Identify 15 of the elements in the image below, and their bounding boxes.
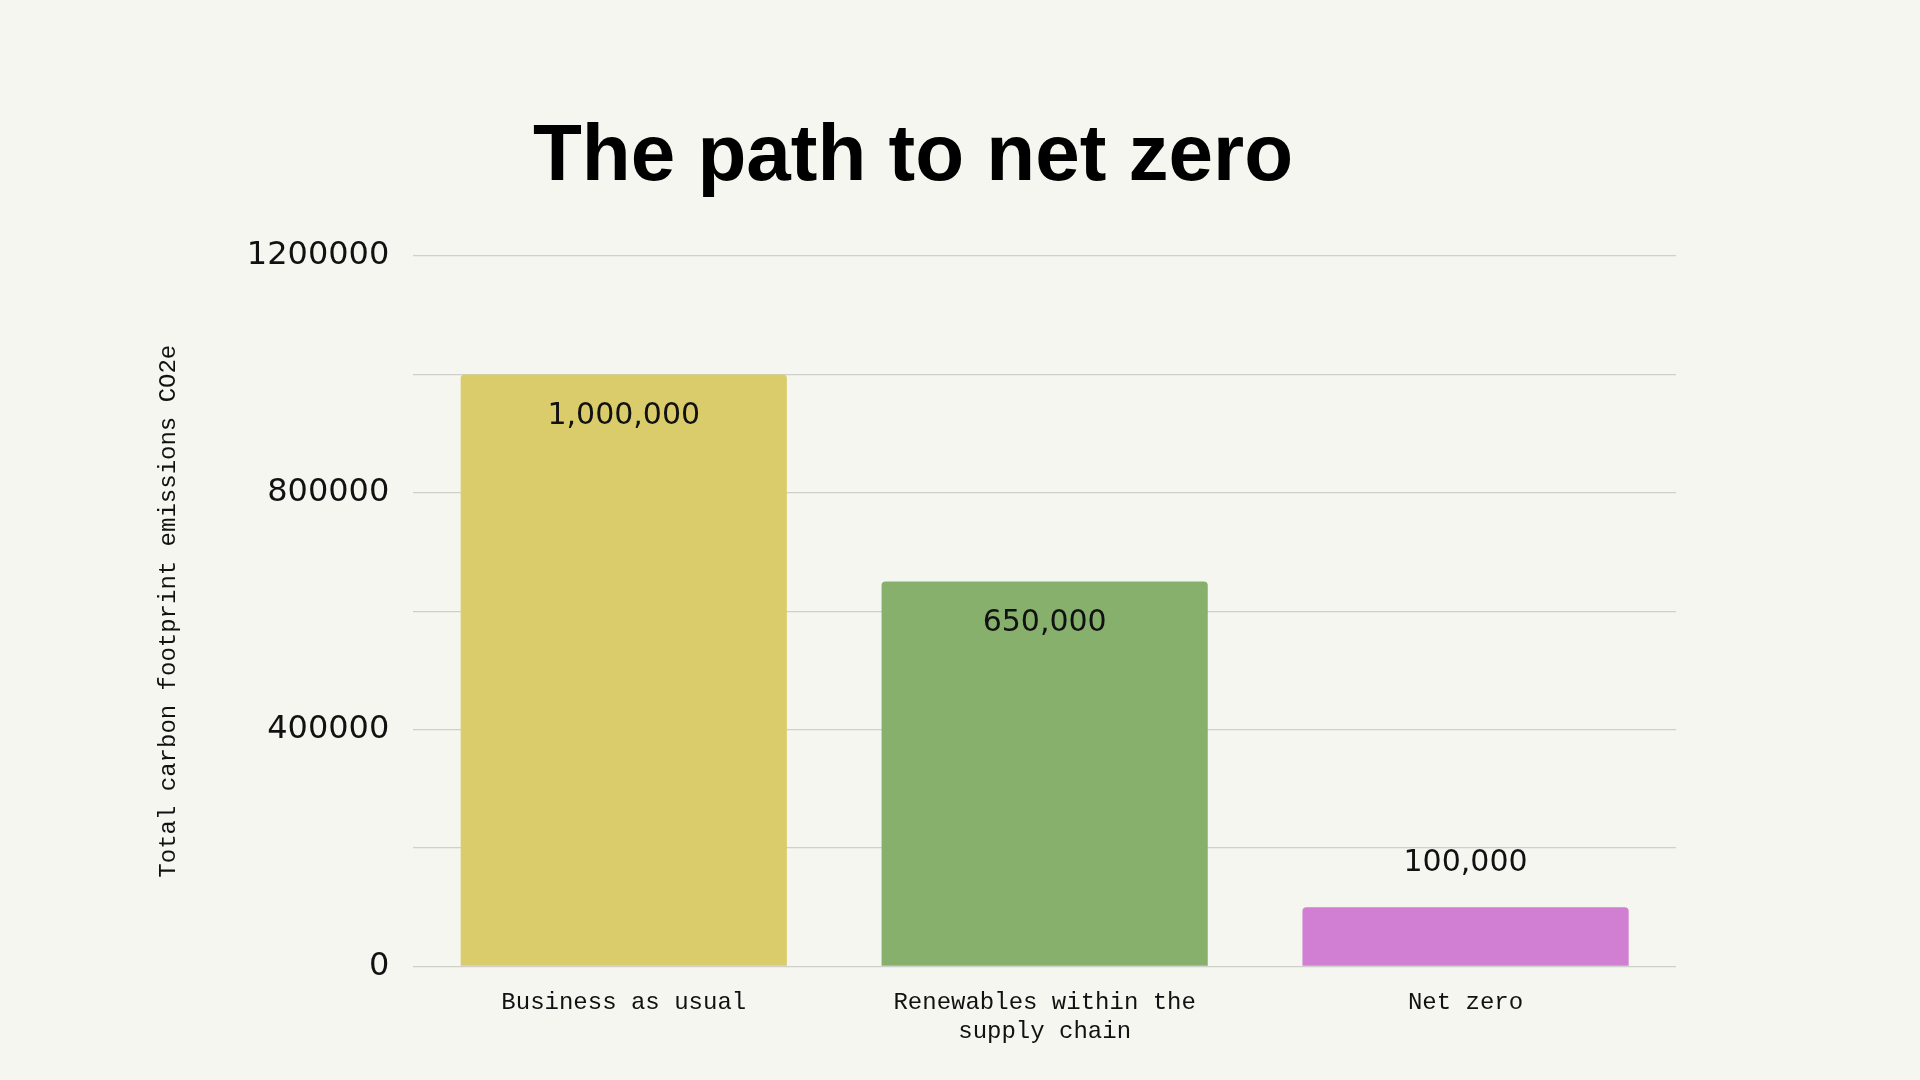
x-tick-label: Renewables within the supply chain (893, 989, 1196, 1045)
data-label: 100,000 (1403, 843, 1528, 878)
y-tick-label: 1200000 (246, 234, 390, 273)
data-label: 650,000 (982, 603, 1107, 639)
bar (1302, 907, 1629, 966)
bar (881, 581, 1208, 966)
y-tick-label: 0 (368, 944, 390, 983)
chart-title: The path to net zero (533, 108, 1293, 198)
x-tick-label: Net zero (1407, 989, 1524, 1017)
data-label: 1,000,000 (547, 396, 701, 432)
y-axis-title: Total carbon footprint emissions CO2e (154, 344, 182, 878)
x-tick-label: Business as usual (501, 989, 747, 1017)
y-tick-label: 400000 (267, 707, 390, 746)
bar (460, 374, 787, 966)
y-tick-label: 800000 (267, 471, 390, 510)
